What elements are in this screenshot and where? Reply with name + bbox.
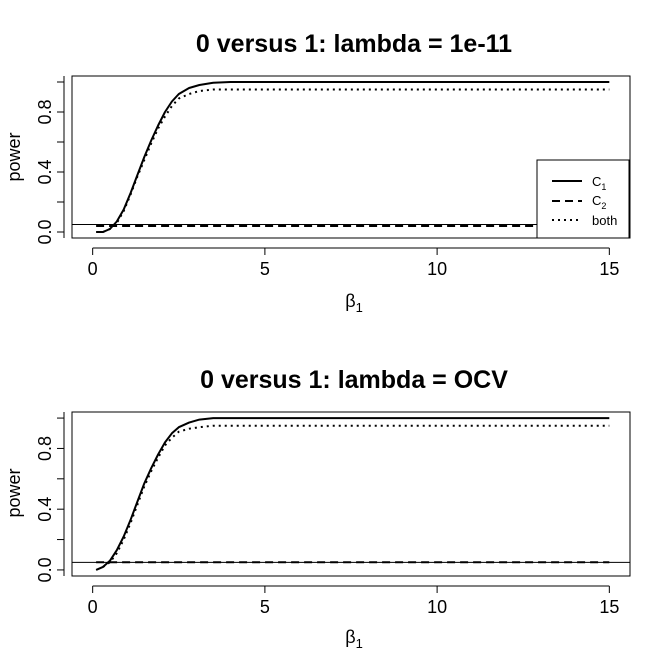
x-tick-label: 0 (88, 597, 98, 617)
chart-title: 0 versus 1: lambda = OCV (200, 366, 508, 394)
x-tick-label: 5 (260, 597, 270, 617)
y-tick-label: 0.4 (35, 497, 55, 522)
y-axis-label: power (4, 468, 24, 517)
x-tick-label: 15 (599, 259, 619, 279)
y-tick-label: 0.4 (35, 159, 55, 184)
chart-panel-top: 0 versus 1: lambda = 1e-11 power β1 0 5 10… (4, 30, 631, 315)
x-axis-label: β1 (345, 291, 363, 315)
legend-label-c2-main: C (592, 193, 601, 208)
x-tick-label: 15 (599, 597, 619, 617)
plot-frame (71, 411, 631, 577)
legend-label-c1: C1 (592, 174, 606, 192)
x-tick-label: 5 (260, 259, 270, 279)
y-tick-label: 0.8 (35, 436, 55, 461)
tick-layer: 0 5 10 15 0.0 0.4 0.8 (35, 412, 619, 617)
x-tick-label: 10 (427, 259, 447, 279)
series-line-c1 (95, 417, 610, 571)
y-tick-label: 0.0 (35, 557, 55, 582)
legend-label-both: both (592, 213, 617, 228)
chart-panel-bottom: 0 versus 1: lambda = OCV power β1 0 5 10 15… (4, 366, 631, 651)
y-tick-label: 0.8 (35, 99, 55, 124)
y-axis-label: power (4, 132, 24, 181)
series-line-both (102, 88, 610, 233)
legend-label-c2: C2 (592, 193, 606, 211)
legend-box (536, 159, 630, 239)
legend-label-c2-sub: 2 (601, 201, 606, 211)
tick-layer: 0 5 10 15 0.0 0.4 0.8 (35, 76, 619, 279)
y-tick-label: 0.0 (35, 219, 55, 244)
series-layer (72, 417, 630, 571)
x-axis-label-subscript: 1 (356, 636, 363, 651)
legend-label-c1-sub: 1 (601, 182, 606, 192)
x-axis-label-subscript: 1 (356, 300, 363, 315)
series-line-c1 (96, 81, 610, 233)
x-tick-label: 10 (427, 597, 447, 617)
legend-label-c1-main: C (592, 174, 601, 189)
legend: C1 C2 both (536, 159, 630, 239)
x-axis-label-symbol: β (345, 627, 355, 647)
x-tick-label: 0 (88, 259, 98, 279)
chart-title: 0 versus 1: lambda = 1e-11 (196, 30, 512, 58)
x-axis-label-symbol: β (345, 291, 355, 311)
x-axis-label: β1 (345, 627, 363, 651)
plot-frame (71, 75, 631, 239)
